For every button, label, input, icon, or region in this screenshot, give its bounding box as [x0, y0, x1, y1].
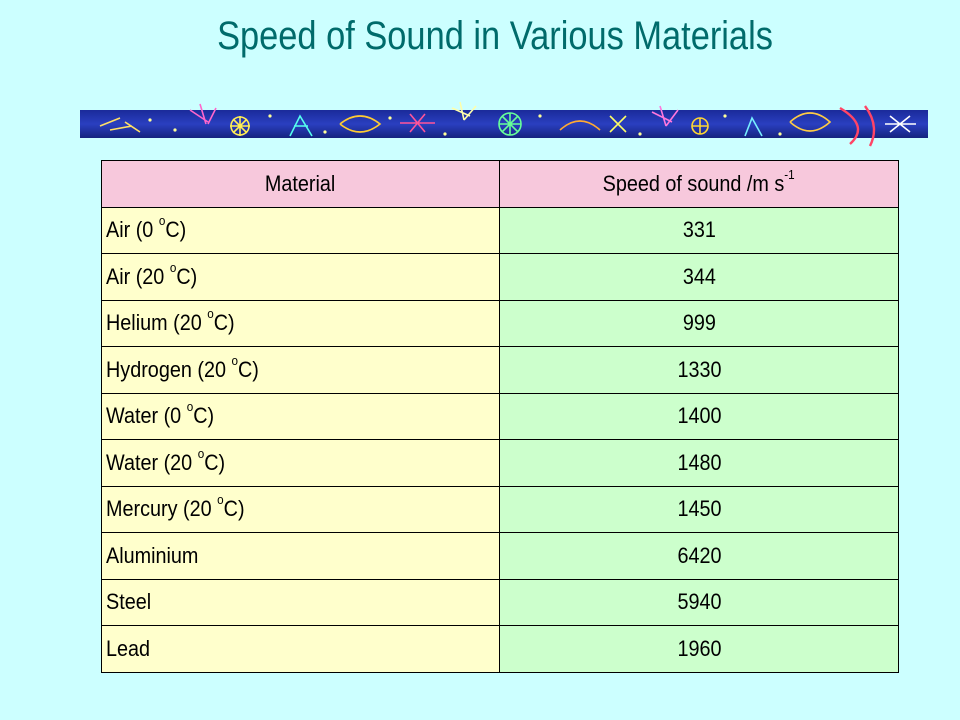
table-row: Mercury (20 oC) 1450: [101, 485, 899, 533]
table-row: Aluminium 6420: [101, 532, 899, 580]
header-material: Material: [101, 160, 500, 208]
speed-value-cell: 344: [499, 253, 899, 301]
speed-value-cell: 1330: [499, 346, 899, 394]
speed-value-cell: 6420: [499, 532, 899, 580]
material-cell: Air (0 oC): [101, 206, 500, 254]
table-row: Lead 1960: [101, 625, 899, 673]
speed-value-cell: 1400: [499, 392, 899, 440]
table-row: Helium (20 oC) 999: [101, 299, 899, 347]
table-header-row: Material Speed of sound /m s-1: [101, 160, 899, 208]
fireworks-banner-graphic: [80, 101, 928, 147]
material-cell: Helium (20 oC): [101, 299, 500, 347]
material-cell: Lead: [101, 625, 500, 673]
material-cell: Aluminium: [101, 532, 500, 580]
speed-value-cell: 5940: [499, 578, 899, 626]
material-cell: Steel: [101, 578, 500, 626]
speed-value-cell: 999: [499, 299, 899, 347]
table-row: Water (0 oC) 1400: [101, 392, 899, 440]
fireworks-banner-image: [80, 96, 928, 152]
speed-value-cell: 331: [499, 206, 899, 254]
header-speed: Speed of sound /m s-1: [499, 160, 899, 208]
material-cell: Hydrogen (20 oC): [101, 346, 500, 394]
slide-title: Speed of Sound in Various Materials: [217, 14, 773, 58]
material-cell: Water (0 oC): [101, 392, 500, 440]
material-cell: Mercury (20 oC): [101, 485, 500, 533]
table-row: Air (20 oC) 344: [101, 253, 899, 301]
speed-value-cell: 1450: [499, 485, 899, 533]
material-cell: Air (20 oC): [101, 253, 500, 301]
material-cell: Water (20 oC): [101, 439, 500, 487]
table-row: Water (20 oC) 1480: [101, 439, 899, 487]
table-row: Steel 5940: [101, 578, 899, 626]
table-row: Hydrogen (20 oC) 1330: [101, 346, 899, 394]
table-row: Air (0 oC) 331: [101, 206, 899, 254]
speed-value-cell: 1480: [499, 439, 899, 487]
table-body: Air (0 oC) 331 Air (20 oC) 344 Helium (20 oC…: [101, 206, 899, 673]
speed-value-cell: 1960: [499, 625, 899, 673]
speed-of-sound-table: Material Speed of sound /m s-1 Air (0 oC…: [101, 160, 899, 673]
